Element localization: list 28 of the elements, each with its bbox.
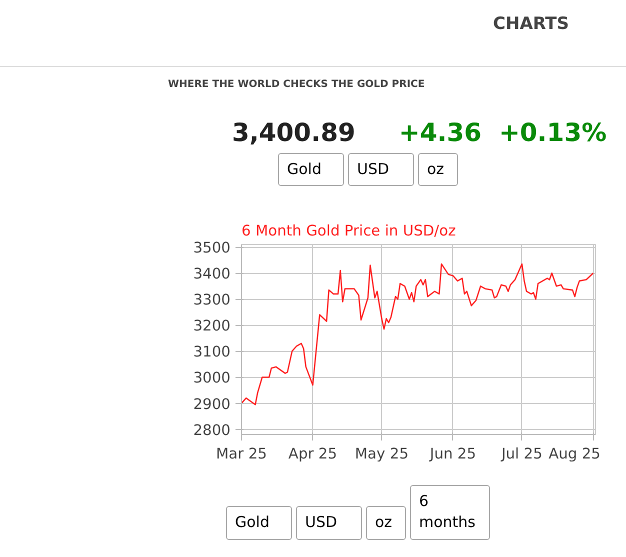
text: CHARTS xyxy=(493,13,570,36)
x-tick-label: Jun 25 xyxy=(428,446,476,462)
text: 6 months xyxy=(410,485,490,540)
y-tick-label: 3500 xyxy=(193,240,231,257)
x-tick-label: Mar 25 xyxy=(216,446,267,462)
x-tick-label: Aug 25 xyxy=(548,446,601,462)
y-tick-label: 2900 xyxy=(193,396,231,413)
text: +4.36 xyxy=(398,118,482,147)
y-tick-label: 3000 xyxy=(193,370,231,387)
x-tick-label: May 25 xyxy=(354,446,409,462)
y-tick-label: 2800 xyxy=(193,422,231,439)
y-tick-label: 3100 xyxy=(193,344,231,361)
text: USD xyxy=(296,506,362,540)
text: +0.13% xyxy=(498,118,607,147)
y-tick-label: 3400 xyxy=(193,266,231,283)
y-tick-label: 3300 xyxy=(193,292,231,309)
text: WHERE THE WORLD CHECKS THE GOLD PRICE xyxy=(168,78,425,92)
x-tick-label: Jul 25 xyxy=(500,446,542,462)
text: oz xyxy=(418,153,458,186)
text: Gold xyxy=(278,153,344,186)
text: Gold xyxy=(226,506,292,540)
text: USD xyxy=(348,153,414,186)
text: 3,400.89 xyxy=(232,118,356,147)
x-tick-label: Apr 25 xyxy=(288,446,338,462)
text: oz xyxy=(366,506,406,540)
y-tick-label: 3200 xyxy=(193,318,231,335)
line-series xyxy=(242,263,594,406)
chart-title: 6 Month Gold Price in USD/oz xyxy=(242,222,456,240)
